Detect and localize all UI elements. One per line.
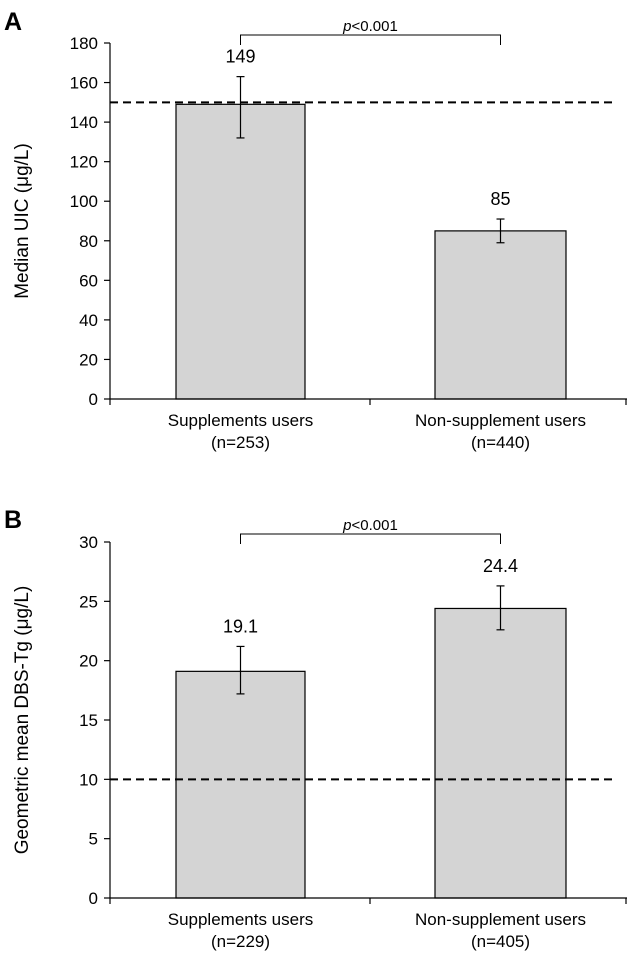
- panel-b-y-tick-label-2: 10: [79, 770, 98, 789]
- panel-a-y-axis-title: Median UIC (μg/L): [12, 143, 33, 299]
- panel-a-significance-bracket: [240, 34, 501, 45]
- panel-a-value-label-1: 149: [225, 47, 255, 67]
- panel-a-label: A: [4, 8, 22, 36]
- panel-b-y-axis-title: Geometric mean DBS-Tg (μg/L): [12, 586, 33, 855]
- panel-a-y-tick-label-1: 20: [79, 350, 98, 369]
- panel-a-significance-label: p<0.001: [342, 18, 398, 35]
- panel-a-y-tick-label-0: 0: [89, 390, 98, 409]
- panel-b-y-tick-label-1: 5: [89, 830, 98, 849]
- panel-a-y-tick-label-5: 100: [70, 192, 98, 211]
- panel-b-significance-label: p<0.001: [342, 517, 398, 534]
- panel-a-category-label-2-line-1: Non-supplement users: [415, 411, 586, 430]
- panel-a-category-label-1-line-1: Supplements users: [168, 411, 314, 430]
- panel-b-value-label-1: 19.1: [223, 616, 258, 636]
- panel-b-value-label-2: 24.4: [483, 556, 518, 576]
- panel-a-bar-1: [175, 103, 306, 400]
- panel-b-label: B: [4, 506, 22, 534]
- panel-a-y-tick-label-9: 180: [70, 34, 98, 53]
- panel-b-significance-bracket: [240, 533, 501, 544]
- panel-b-category-label-2-line-2: (n=405): [471, 932, 530, 951]
- panel-a-y-tick-label-8: 160: [70, 74, 98, 93]
- panel-a-category-label-1-line-2: (n=253): [211, 433, 270, 452]
- panel-a-bar-2: [434, 230, 567, 400]
- panel-b-y-tick-label-5: 25: [79, 592, 98, 611]
- panel-b-y-tick-label-3: 15: [79, 711, 98, 730]
- panel-b-bar-2: [434, 607, 567, 899]
- panel-b-category-label-1-line-1: Supplements users: [168, 910, 314, 929]
- panel-b-bar-1: [175, 670, 306, 899]
- panel-a-y-tick-label-2: 40: [79, 311, 98, 330]
- panel-a-y-tick-label-4: 80: [79, 232, 98, 251]
- panel-b-y-tick-label-6: 30: [79, 533, 98, 552]
- panel-a-y-tick-label-3: 60: [79, 271, 98, 290]
- panel-b-category-label-2-line-1: Non-supplement users: [415, 910, 586, 929]
- panel-a-y-tick-label-7: 140: [70, 113, 98, 132]
- panel-b-y-tick-label-4: 20: [79, 652, 98, 671]
- panel-a-category-label-2-line-2: (n=440): [471, 433, 530, 452]
- panel-b-y-tick-label-0: 0: [89, 889, 98, 908]
- panel-a-value-label-2: 85: [490, 189, 510, 209]
- panel-a-y-tick-label-6: 120: [70, 153, 98, 172]
- panel-b-category-label-1-line-2: (n=229): [211, 932, 270, 951]
